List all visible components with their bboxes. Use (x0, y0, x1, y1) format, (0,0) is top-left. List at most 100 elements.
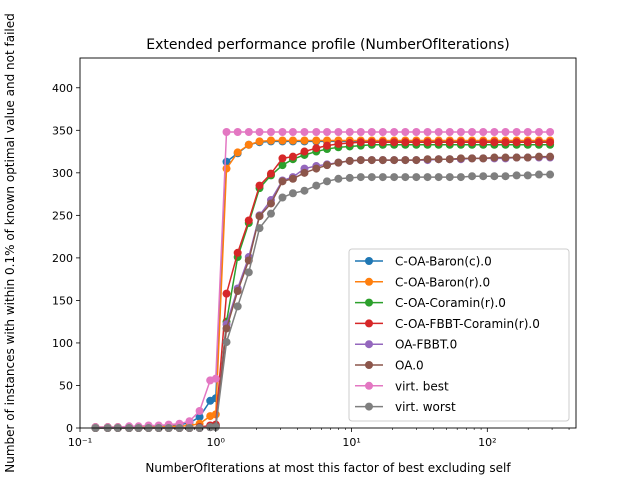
data-point (546, 152, 555, 161)
data-point (546, 128, 555, 136)
data-point (423, 138, 432, 147)
y-tick-label: 50 (59, 379, 73, 392)
y-axis-label: Number of instances with within 0.1% of … (3, 13, 17, 473)
data-point (490, 153, 499, 162)
data-point (456, 173, 465, 182)
data-point (288, 128, 297, 136)
plot-frame (79, 57, 577, 429)
data-point (490, 172, 499, 181)
data-point (523, 153, 532, 162)
data-point (300, 136, 309, 145)
data-point (233, 302, 242, 311)
legend-item: C-OA-Baron(r).0 (355, 275, 490, 289)
legend-item: C-OA-FBBT-Coramin(r).0 (355, 317, 540, 331)
data-point (501, 153, 510, 162)
data-point (390, 156, 399, 165)
data-point (434, 155, 443, 164)
data-point (512, 128, 521, 136)
data-point (222, 164, 231, 173)
legend-label: OA-FBBT.0 (395, 338, 457, 352)
legend-swatch-marker (365, 298, 373, 307)
legend-swatch-marker (365, 319, 373, 328)
data-point (412, 173, 421, 182)
y-tick-label: 200 (52, 252, 73, 265)
data-point (300, 128, 309, 136)
data-point (233, 148, 242, 157)
data-point (312, 136, 321, 145)
data-point (185, 417, 194, 426)
data-point (323, 161, 332, 170)
data-point (312, 181, 321, 190)
data-point (490, 128, 499, 136)
legend: C-OA-Baron(c).0 C-OA-Baron(r).0 C-OA-Coram… (348, 248, 570, 422)
data-point (390, 138, 399, 147)
data-point (378, 173, 387, 182)
data-point (323, 128, 332, 136)
y-tick-label: 400 (52, 82, 73, 95)
legend-label: C-OA-FBBT-Coramin(r).0 (395, 317, 540, 331)
data-point (367, 173, 376, 182)
data-point (266, 169, 275, 178)
data-point (288, 174, 297, 183)
legend-swatch-marker (365, 340, 373, 349)
data-point (512, 153, 521, 162)
data-point (456, 154, 465, 163)
data-point (479, 154, 488, 163)
data-point (546, 170, 555, 179)
data-point (266, 199, 275, 208)
data-point (206, 423, 215, 432)
data-point (434, 128, 443, 136)
data-point (300, 147, 309, 156)
data-point (445, 138, 454, 147)
x-tick-label: 10¹ (342, 436, 360, 449)
data-point (195, 406, 204, 415)
data-point (423, 128, 432, 136)
legend-label: virt. worst (395, 400, 456, 414)
y-tick-label: 300 (52, 167, 73, 180)
data-point (423, 173, 432, 182)
data-point (222, 338, 231, 347)
data-point (534, 138, 543, 147)
data-point (546, 138, 555, 147)
data-point (490, 138, 499, 147)
data-point (456, 128, 465, 136)
data-point (401, 156, 410, 165)
data-point (423, 155, 432, 164)
data-point (255, 181, 264, 190)
legend-label: virt. best (395, 379, 449, 393)
data-point (244, 268, 253, 277)
y-tick-label: 350 (52, 124, 73, 137)
data-point (356, 138, 365, 147)
data-point (401, 128, 410, 136)
data-point (523, 138, 532, 147)
data-point (278, 193, 287, 202)
data-point (334, 174, 343, 183)
legend-box (348, 248, 570, 422)
legend-item: C-OA-Baron(c).0 (355, 255, 492, 269)
data-point (211, 423, 220, 432)
data-point (378, 128, 387, 136)
data-point (412, 138, 421, 147)
legend-swatch-marker (365, 277, 373, 286)
legend-item: virt. best (355, 379, 449, 393)
y-tick-label: 0 (66, 422, 73, 435)
legend-item: OA-FBBT.0 (355, 338, 457, 352)
data-point (334, 139, 343, 148)
data-point (434, 138, 443, 147)
data-point (323, 177, 332, 186)
data-point (334, 128, 343, 136)
x-tick-label: 10² (478, 436, 496, 449)
data-point (288, 152, 297, 161)
data-point (468, 154, 477, 163)
data-point (479, 138, 488, 147)
data-point (468, 128, 477, 136)
data-point (445, 173, 454, 182)
data-point (211, 374, 220, 383)
legend-item: virt. worst (355, 400, 456, 414)
data-point (345, 156, 354, 165)
data-point (278, 177, 287, 186)
data-point (266, 128, 275, 136)
data-point (266, 136, 275, 145)
data-point (312, 164, 321, 173)
data-point (412, 156, 421, 165)
